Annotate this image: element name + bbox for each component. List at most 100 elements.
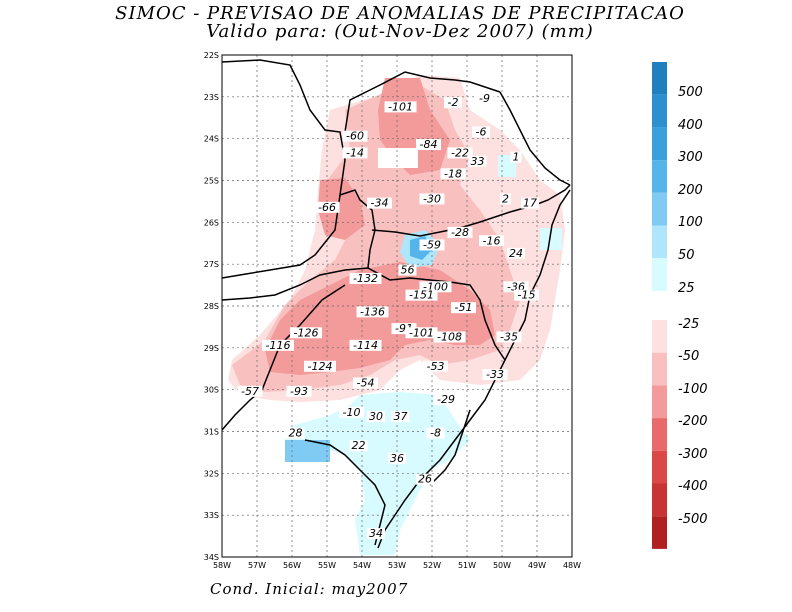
map-frame: [221, 54, 573, 558]
anomaly-label-bg: [510, 151, 522, 163]
anomaly-value-label: 34: [369, 527, 383, 540]
anomaly-label-bg: [419, 239, 445, 251]
anomaly-value-label: -84: [420, 138, 438, 151]
anomaly-value-label: -30: [423, 192, 441, 205]
anomaly-value-label: -57: [241, 385, 259, 398]
lat-tick-label: 24S: [204, 135, 219, 144]
anomaly-value-label: 36: [390, 452, 404, 465]
anomaly-value-label: 2: [502, 192, 509, 205]
anomaly-label-bg: [433, 394, 459, 406]
anomaly-label-bg: [391, 410, 410, 422]
colorbar-label: 200: [678, 183, 703, 198]
anomaly-label-bg: [514, 289, 539, 301]
anomaly-label-bg: [290, 327, 322, 339]
colorbar-label: -400: [678, 479, 708, 494]
boundary-line-uruguay: [221, 267, 369, 301]
anomaly-value-label: -54: [357, 376, 375, 389]
anomaly-label-bg: [262, 339, 294, 351]
anomaly-value-label: -114: [353, 339, 378, 352]
lon-tick-label: 58W: [213, 561, 231, 570]
anomaly-value-label: -101: [388, 100, 413, 113]
anomaly-value-label: -34: [371, 197, 389, 210]
anomaly-label-bg: [237, 385, 263, 397]
lat-tick-label: 33S: [204, 511, 219, 520]
lat-tick-label: 23S: [204, 93, 219, 102]
anomaly-label-bg: [507, 247, 525, 259]
anomaly-value-label: -126: [294, 326, 319, 339]
boundary-line-ms-pr: [344, 71, 501, 133]
anomaly-value-label: -51: [455, 301, 473, 314]
colorbar-segment: [652, 160, 667, 193]
anomaly-value-label: -53: [427, 360, 445, 373]
anomaly-label-bg: [419, 281, 452, 293]
anomaly-label-bg: [500, 193, 511, 205]
anomaly-value-label: -101: [409, 326, 434, 339]
lon-tick-label: 51W: [458, 561, 476, 570]
anomaly-label-bg: [349, 339, 382, 351]
anomaly-label-bg: [447, 147, 473, 159]
anomaly-value-label: -29: [437, 393, 455, 406]
colorbar-segment: [652, 352, 667, 386]
anomaly-value-label: -10: [343, 406, 361, 419]
colorbar-segment: [652, 483, 667, 517]
colorbar-segment: [652, 516, 667, 549]
lat-tick-label: 31S: [204, 428, 219, 437]
positive-anomaly-sw: [285, 440, 330, 462]
lagoon: [429, 409, 471, 486]
colorbar-segment: [652, 94, 667, 128]
colorbar-label: 300: [678, 150, 703, 165]
lat-tick-label: 27S: [204, 260, 219, 269]
colorbar-label: -300: [678, 447, 708, 462]
anomaly-label-bg: [451, 302, 476, 314]
anomaly-value-label: -60: [346, 130, 364, 143]
anomaly-label-bg: [433, 331, 466, 343]
lat-tick-label: 32S: [204, 469, 219, 478]
anomaly-label-bg: [286, 427, 305, 439]
colorbar-label: 400: [678, 118, 703, 133]
anomaly-value-label: -33: [486, 368, 504, 381]
anomaly-label-bg: [521, 197, 539, 209]
anomaly-label-bg: [286, 385, 312, 397]
colorbar-label: -50: [678, 349, 699, 364]
colorbar-segment: [652, 418, 667, 451]
anomaly-value-label: 17: [523, 197, 537, 210]
anomaly-value-label: 30: [369, 410, 383, 423]
anomaly-label-bg: [472, 126, 490, 138]
anomaly-label-bg: [416, 473, 434, 485]
anomaly-value-label: -14: [346, 146, 364, 159]
lon-tick-label: 52W: [423, 561, 441, 570]
anomaly-label-bg: [423, 360, 448, 372]
anomaly-value-label: -59: [423, 238, 441, 251]
anomaly-label-bg: [398, 264, 417, 276]
colorbar-label: -500: [678, 512, 708, 527]
colorbar-label: 100: [678, 215, 703, 230]
anomaly-label-bg: [416, 139, 441, 151]
lat-tick-label: 26S: [204, 218, 219, 227]
colorbar-label: -200: [678, 414, 708, 429]
anomaly-value-label: -22: [451, 146, 469, 159]
anomaly-label-bg: [419, 193, 445, 205]
anomaly-label-bg: [349, 272, 382, 284]
anomaly-label-bg: [384, 101, 417, 113]
colorbar-segment: [652, 192, 667, 226]
boundary-line-north: [221, 59, 346, 279]
colorbar-segment: [652, 62, 667, 95]
anomaly-value-label: -108: [437, 330, 462, 343]
anomaly-label-bg: [339, 406, 364, 418]
anomaly-label-bg: [349, 440, 368, 452]
anomaly-value-label: -9: [479, 92, 490, 105]
boundary-line-parana: [339, 189, 376, 269]
anomaly-label-bg: [391, 323, 417, 335]
anomaly-label-bg: [447, 226, 473, 238]
colorbar-segment: [652, 385, 667, 419]
anomaly-value-label: -124: [308, 360, 333, 373]
anomaly-label-bg: [367, 197, 392, 209]
no-anomaly-area-1: [378, 148, 418, 168]
anomaly-value-label: -66: [318, 201, 336, 214]
anomaly-label-bg: [405, 327, 438, 339]
positive-anomaly-east: [540, 228, 562, 250]
anomaly-value-label: -116: [266, 339, 291, 352]
anomaly-value-label: -8: [430, 427, 441, 440]
anomaly-label-bg: [356, 306, 389, 318]
